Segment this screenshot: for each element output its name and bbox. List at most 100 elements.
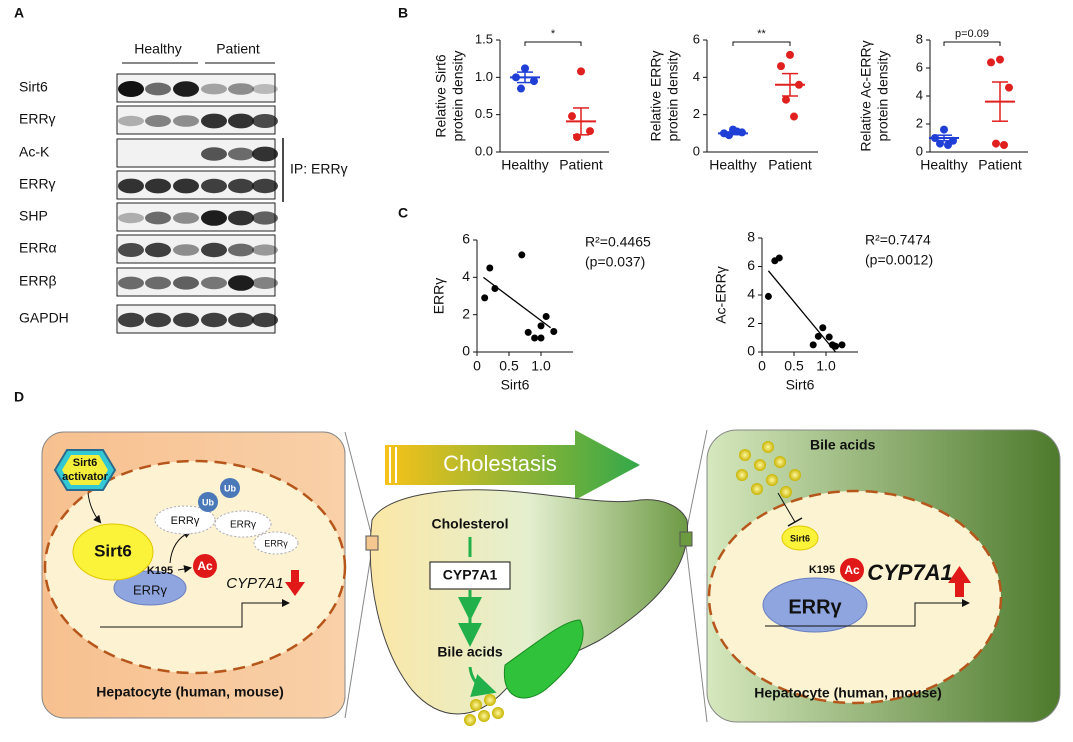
x-tick-label: Healthy (501, 157, 548, 173)
x-tick-label: 0.5 (784, 358, 804, 374)
zoom-box (365, 535, 379, 551)
point (819, 324, 827, 332)
y-tick-label: 4 (693, 69, 700, 84)
stat-annotation: (p=0.0012) (865, 252, 933, 268)
significance-bracket (732, 41, 791, 46)
y-tick-label: 0 (462, 343, 470, 359)
point (486, 264, 494, 272)
point (531, 334, 539, 342)
zoom-box (679, 531, 693, 547)
caption: Hepatocyte (human, mouse) (96, 684, 283, 700)
mechanism-diagram: Sirt6 activator ERRγ Sirt6 K195 Ac ERRγ … (41, 429, 1061, 726)
row-label: GAPDH (19, 310, 69, 326)
y-tick-label: 0.0 (475, 143, 493, 158)
liver (369, 489, 689, 715)
band (145, 276, 171, 290)
inhibition-line (777, 492, 796, 523)
gene-label: CYP7A1 (226, 575, 284, 592)
y-tick-label: 4 (916, 87, 923, 102)
point (940, 125, 948, 134)
row-label: ERRγ (19, 111, 56, 127)
degraded-errg (253, 531, 299, 555)
band (173, 212, 199, 224)
fit-line (483, 276, 551, 329)
point (838, 341, 846, 349)
ubiquitin (220, 478, 240, 498)
errg-protein (113, 570, 187, 606)
bile-acid (751, 483, 763, 495)
stat-annotation: R²=0.7474 (865, 232, 931, 248)
row-label: ERRγ (19, 176, 56, 192)
gene-label: CYP7A1 (867, 560, 953, 585)
x-tick-label: 0.5 (499, 358, 519, 374)
band (201, 276, 227, 290)
zoom-line (344, 548, 373, 719)
acetyl-group (840, 558, 864, 582)
point (518, 251, 526, 259)
point (936, 139, 944, 148)
y-tick-label: 1.0 (475, 69, 493, 84)
x-tick-label: Patient (559, 157, 603, 173)
band (145, 242, 171, 258)
protein-label: ERRγ (133, 582, 167, 597)
bile-acid (478, 710, 490, 722)
bile-acid (464, 714, 476, 726)
band (173, 276, 199, 290)
y-tick-label: 0.5 (475, 106, 493, 121)
band (252, 146, 278, 162)
point (568, 112, 576, 121)
band (145, 178, 171, 194)
band (252, 84, 278, 94)
acetyl-label: Ac (197, 559, 213, 573)
band (252, 114, 278, 128)
band (228, 147, 254, 161)
y-axis-label: Relative ERRγ (648, 50, 664, 141)
acetyl-group (193, 554, 217, 578)
row-label: ERRβ (19, 273, 57, 289)
y-axis-label: Relative Ac-ERRγ (858, 40, 874, 151)
ubiquitin-label: Ub (202, 497, 214, 507)
errg-protein (762, 577, 868, 633)
zoom-line (685, 544, 708, 723)
inhibition-bar (787, 517, 803, 527)
bile-acid (762, 441, 774, 453)
band (145, 82, 171, 96)
point (521, 64, 529, 73)
arrow (177, 565, 192, 573)
band (173, 115, 199, 127)
band (145, 115, 171, 127)
promoter-arrow (765, 599, 970, 627)
band (228, 275, 254, 291)
y-tick-label: 2 (462, 305, 470, 321)
bile-acid (789, 469, 801, 481)
ubiquitin (198, 492, 218, 512)
degraded-errg (214, 510, 272, 538)
y-tick-label: 0 (747, 343, 755, 359)
band (118, 212, 144, 224)
band (118, 115, 144, 127)
y-tick-label: 2 (693, 106, 700, 121)
band (252, 277, 278, 289)
x-tick-label: 1.0 (816, 358, 836, 374)
point (1000, 141, 1008, 149)
point (481, 294, 489, 302)
band (201, 210, 227, 226)
band (201, 242, 227, 258)
fit-line (767, 270, 837, 353)
y-tick-label: 8 (916, 31, 923, 46)
point (775, 254, 783, 262)
band (173, 244, 199, 256)
bile-acid (780, 486, 792, 498)
pathway-arrow (468, 666, 497, 697)
band (252, 211, 278, 225)
y-tick-label: 0 (693, 143, 700, 158)
point (764, 292, 772, 300)
point (790, 112, 798, 121)
panel-label: B (398, 5, 408, 21)
band (118, 276, 144, 290)
significance-label: * (551, 28, 556, 40)
caption: Hepatocyte (human, mouse) (754, 685, 941, 701)
protein-label: ERRγ (230, 520, 256, 531)
sirt6-protein (72, 523, 154, 581)
zoom-line (344, 431, 373, 538)
